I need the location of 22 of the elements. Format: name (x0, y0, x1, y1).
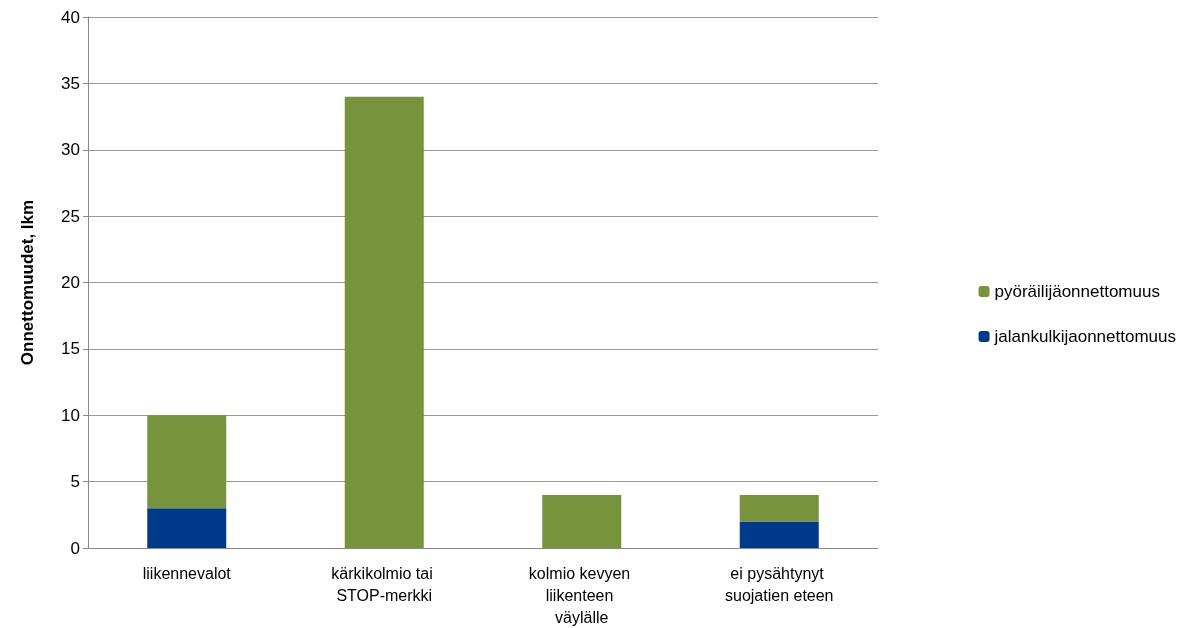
y-tick-label: 25 (61, 206, 80, 226)
x-tick-label: liikennevalot (142, 564, 232, 582)
y-tick-label: 20 (61, 273, 80, 292)
bar (344, 96, 424, 548)
bar (739, 521, 819, 548)
legend-label: jalankulkijaonnettomuus (993, 327, 1177, 346)
y-tick-label: 5 (70, 472, 80, 492)
x-tick-label: kärkikolmio tai STOP-merkki (331, 564, 438, 604)
y-tick-label: 15 (61, 339, 80, 359)
y-axis-title: Onnettomuudet, lkm (18, 199, 37, 366)
y-tick-label: 35 (61, 73, 80, 93)
bar (542, 494, 622, 548)
y-tick-label: 0 (70, 538, 80, 558)
bar (739, 494, 819, 522)
x-tick-label: ei pysähtynyt suojatien eteen (724, 564, 834, 604)
y-tick-label: 40 (61, 7, 80, 27)
x-tick-label: kolmio kevyen liikenteen väylälle (528, 564, 635, 626)
y-tick-label: 30 (61, 140, 80, 160)
bar (147, 508, 227, 548)
bar (147, 415, 227, 509)
y-tick-label: 10 (61, 405, 80, 425)
legend-label: pyöräilijäonnettomuus (994, 282, 1160, 301)
